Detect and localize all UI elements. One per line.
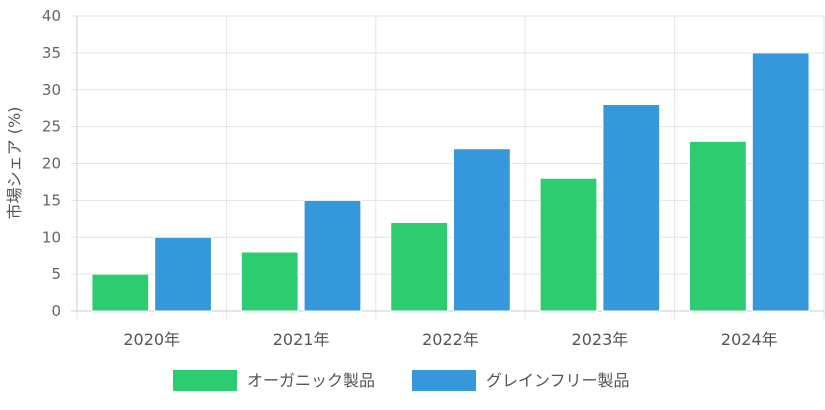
y-tick-label: 40 [42, 7, 61, 25]
x-tick-label: 2022年 [422, 330, 479, 349]
x-tick-labels: 2020年 2021年 2022年 2023年 2024年 [123, 330, 777, 349]
bar-grainfree-0 [154, 236, 212, 312]
y-tick-label: 20 [42, 155, 61, 173]
bar-grainfree-3 [602, 104, 661, 312]
legend-item-organic[interactable]: オーガニック製品 [173, 370, 375, 391]
bars [91, 52, 810, 312]
bar-organic-0 [91, 273, 150, 312]
legend-swatch [412, 370, 476, 391]
x-tick-label: 2023年 [572, 330, 629, 349]
y-tick-label: 5 [51, 265, 61, 283]
legend-item-grainfree[interactable]: グレインフリー製品 [412, 370, 630, 391]
legend[interactable]: オーガニック製品 グレインフリー製品 [173, 370, 630, 391]
x-tick-label: 2021年 [273, 330, 330, 349]
x-tick-label: 2024年 [721, 330, 778, 349]
y-tick-labels: 0 5 10 15 20 25 30 35 40 [42, 7, 61, 320]
y-tick-label: 10 [42, 228, 61, 246]
bar-organic-4 [689, 140, 747, 312]
bar-organic-3 [539, 177, 598, 312]
legend-label: オーガニック製品 [247, 371, 375, 390]
bar-grainfree-4 [751, 52, 810, 312]
x-tick-label: 2020年 [123, 330, 180, 349]
bar-organic-2 [390, 222, 448, 312]
y-tick-label: 15 [42, 191, 61, 209]
y-tick-label: 25 [42, 118, 61, 136]
y-tick-label: 35 [42, 44, 61, 62]
y-tick-label: 30 [42, 81, 61, 99]
y-axis-label: 市場シェア (%) [5, 107, 24, 220]
y-tick-label: 0 [51, 302, 61, 320]
bar-organic-1 [240, 251, 299, 312]
legend-swatch [173, 370, 237, 391]
legend-label: グレインフリー製品 [486, 371, 630, 390]
bar-grainfree-1 [303, 199, 362, 312]
bar-grainfree-2 [453, 148, 511, 312]
